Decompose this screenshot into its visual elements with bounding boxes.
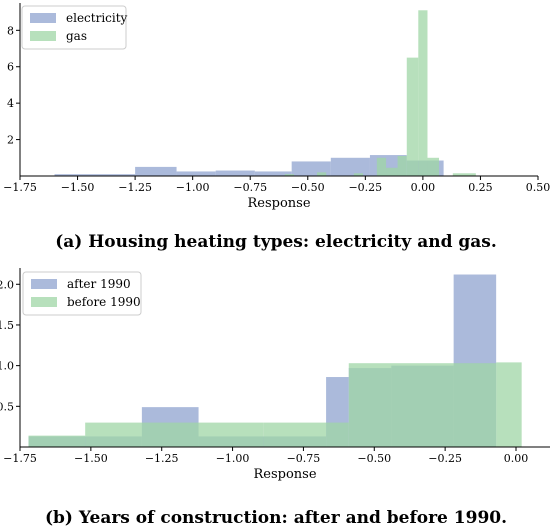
x-tick-label: −0.25 — [348, 181, 382, 194]
panel-a-caption: (a) Housing heating types: electricity a… — [55, 232, 497, 252]
legend: electricity gas — [21, 5, 128, 50]
histogram-bar — [326, 422, 349, 447]
legend-label: electricity — [66, 11, 128, 25]
x-tick-label: 0.50 — [526, 181, 551, 194]
x-tick-label: −0.75 — [287, 452, 321, 465]
x-tick-label: −1.50 — [74, 452, 108, 465]
y-tick-label: 2 — [7, 134, 14, 147]
histogram-bar — [135, 166, 177, 176]
x-axis-label: Response — [253, 467, 316, 482]
histogram-bar — [386, 167, 398, 176]
y-tick-label: 2.0 — [0, 278, 14, 291]
histogram-bar — [348, 363, 497, 447]
x-tick-label: −1.25 — [145, 452, 179, 465]
x-tick-label: −1.00 — [176, 181, 210, 194]
histogram-bar — [54, 174, 136, 176]
x-tick-label: −1.25 — [118, 181, 152, 194]
x-tick-label: −1.00 — [216, 452, 250, 465]
histogram-bar — [254, 171, 292, 176]
x-tick-label: −1.75 — [3, 181, 37, 194]
legend: after 1990 before 1990 — [22, 271, 142, 316]
histogram-bar — [28, 435, 86, 447]
legend-swatch — [31, 279, 57, 289]
histogram-bar — [353, 173, 364, 176]
y-tick-label: 1.5 — [0, 319, 14, 332]
x-tick-label: −1.75 — [3, 452, 37, 465]
x-tick-label: −0.25 — [428, 452, 462, 465]
histogram-bar — [376, 157, 387, 176]
panel-b-histogram: −1.75 −1.50 −1.25 −1.00 −0.75 −0.50 −0.25 0.00 0… — [0, 268, 550, 482]
panel-b-caption: (b) Years of construction: after and bef… — [44, 508, 508, 528]
x-tick-label: −1.50 — [61, 181, 95, 194]
histogram-bar — [85, 422, 264, 447]
y-tick-label: 8 — [7, 24, 14, 37]
histogram-bar — [418, 10, 428, 176]
panel-a-histogram: −1.75 −1.50 −1.25 −1.00 −0.75 −0.50 −0.25 0.00 0… — [3, 3, 550, 211]
legend-label: before 1990 — [67, 295, 141, 309]
histogram-bar — [176, 171, 216, 176]
x-tick-label: −0.75 — [233, 181, 267, 194]
y-tick-label: 4 — [7, 97, 14, 110]
x-axis-label: Response — [247, 196, 310, 211]
y-tick-label: 1.0 — [0, 360, 14, 373]
histogram-bar — [284, 174, 294, 176]
histogram-bar — [496, 362, 522, 447]
histogram-bar — [263, 422, 327, 447]
histogram-bar — [330, 157, 370, 176]
histogram-bar — [397, 155, 407, 176]
histogram-bar — [215, 170, 255, 176]
x-tick-label: −0.50 — [357, 452, 391, 465]
legend-swatch — [30, 31, 56, 41]
x-tick-label: 0.25 — [468, 181, 493, 194]
histogram-bar — [427, 157, 440, 176]
series-1-bars — [284, 10, 476, 177]
histogram-bar — [406, 57, 419, 177]
histogram-bar — [316, 172, 327, 176]
legend-label: gas — [66, 29, 87, 43]
legend-swatch — [31, 297, 57, 307]
legend-swatch — [30, 13, 56, 23]
y-tick-label: 0.5 — [0, 400, 14, 413]
legend-label: after 1990 — [67, 277, 131, 291]
x-tick-label: 0.00 — [504, 452, 529, 465]
series-1-bars — [28, 362, 522, 447]
x-tick-label: −0.50 — [291, 181, 325, 194]
histogram-bar — [452, 173, 476, 176]
y-tick-label: 6 — [7, 61, 14, 74]
x-tick-label: 0.00 — [411, 181, 436, 194]
